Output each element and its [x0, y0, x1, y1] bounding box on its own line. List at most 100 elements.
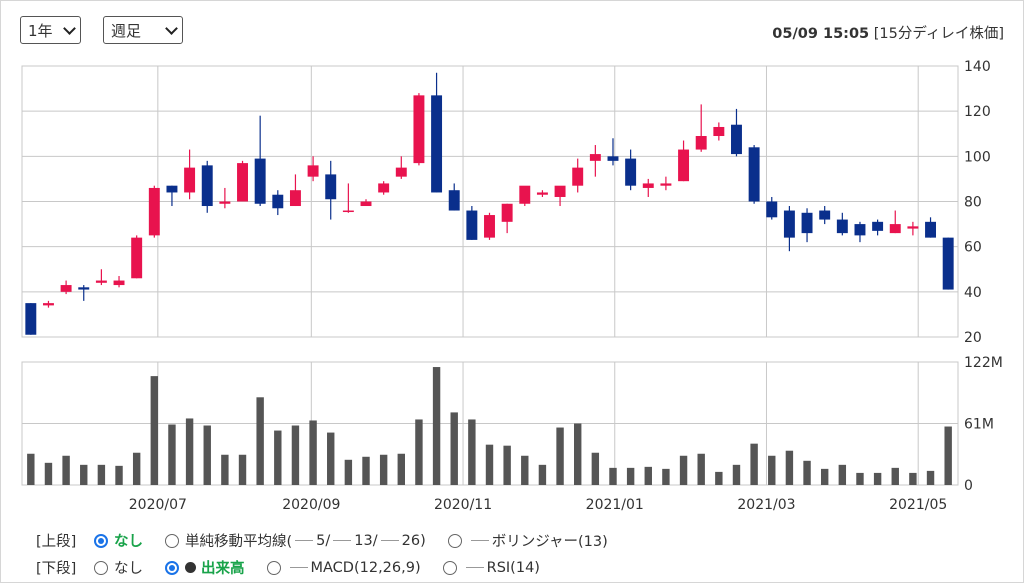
- option-label: MACD(12,26,9): [310, 559, 421, 576]
- candle-body: [60, 285, 72, 292]
- lower-indicator-controls: [下段] なし 出来高 MACD(12,26,9) RSI(14): [36, 557, 562, 578]
- volume-bar: [732, 464, 741, 485]
- volume-bar: [926, 470, 935, 485]
- line-icon: [465, 567, 484, 568]
- volume-bar: [362, 456, 370, 485]
- radio-icon[interactable]: [266, 560, 281, 575]
- volume-bar: [838, 464, 847, 485]
- upper-option-sma[interactable]: 単純移動平均線( 5/ 13/ 26): [165, 530, 426, 551]
- candle-body: [466, 210, 478, 240]
- radio-selected-icon[interactable]: [94, 533, 108, 548]
- option-label: 単純移動平均線(: [185, 534, 293, 550]
- lower-label: [下段]: [36, 561, 77, 577]
- price-tick-label: 60: [964, 240, 982, 256]
- sma-period-3: 26): [401, 532, 426, 549]
- volume-bar: [803, 460, 811, 485]
- volume-bar: [715, 471, 723, 485]
- timestamp-time: 05/09 15:05: [772, 26, 870, 42]
- candle-body: [554, 185, 566, 197]
- line-icon: [380, 540, 399, 541]
- volume-bar: [450, 412, 458, 485]
- period-select[interactable]: 1年: [20, 16, 81, 44]
- volume-bar: [679, 455, 688, 485]
- volume-bar: [221, 454, 229, 485]
- lower-option-volume[interactable]: 出来高: [165, 557, 245, 578]
- radio-icon[interactable]: [94, 560, 108, 575]
- price-tick-label: 100: [964, 149, 991, 165]
- option-label: なし: [114, 534, 143, 550]
- candle-body: [272, 194, 284, 209]
- volume-bar: [80, 464, 88, 485]
- volume-bar: [468, 419, 476, 485]
- volume-bar: [503, 445, 511, 485]
- line-icon: [470, 540, 489, 541]
- volume-bar: [44, 462, 53, 485]
- lower-option-none[interactable]: なし: [94, 557, 143, 578]
- x-tick-label: 2021/03: [737, 497, 795, 513]
- candle-body: [148, 187, 160, 236]
- candle-body: [166, 185, 178, 193]
- radio-icon[interactable]: [165, 533, 179, 548]
- volume-bar: [697, 453, 705, 485]
- candle-body: [431, 95, 443, 193]
- upper-option-bollinger[interactable]: ボリンジャー(13): [447, 530, 608, 551]
- candle-body: [907, 226, 919, 229]
- candle-body: [237, 163, 248, 202]
- interval-select[interactable]: 週足: [103, 16, 183, 44]
- candle-body: [942, 237, 954, 290]
- volume-bar: [62, 455, 70, 485]
- line-icon: [333, 540, 352, 541]
- volume-bar: [327, 432, 335, 485]
- volume-tick-label: 122M: [964, 355, 1003, 371]
- price-tick-label: 80: [964, 195, 982, 211]
- option-label: なし: [114, 561, 143, 577]
- volume-bar: [115, 465, 123, 485]
- volume-bar: [768, 455, 776, 485]
- candle-body: [448, 190, 460, 211]
- line-icon: [289, 567, 308, 568]
- volume-bar: [168, 424, 176, 485]
- lower-option-macd[interactable]: MACD(12,26,9): [266, 559, 421, 576]
- volume-bar: [485, 444, 494, 485]
- volume-tick-label: 0: [964, 478, 973, 494]
- volume-bar: [309, 420, 317, 485]
- period-select-value: 1年: [28, 21, 53, 40]
- volume-bar: [344, 459, 353, 485]
- volume-bar: [185, 418, 194, 485]
- upper-indicator-controls: [上段] なし 単純移動平均線( 5/ 13/ 26) ボリンジャー(13): [36, 530, 630, 551]
- x-tick-label: 2020/09: [282, 497, 340, 513]
- radio-icon[interactable]: [442, 560, 457, 575]
- candle-body: [131, 237, 143, 279]
- volume-bar: [132, 452, 141, 485]
- candle-body: [307, 165, 319, 177]
- candle-body: [642, 183, 654, 188]
- candle-body: [184, 167, 196, 193]
- candle-body: [219, 201, 231, 204]
- volume-bar: [203, 425, 211, 485]
- volume-bar: [873, 472, 882, 485]
- candle-body: [589, 154, 601, 161]
- volume-bar: [944, 426, 952, 485]
- candle-body: [925, 221, 937, 238]
- candle-body: [872, 221, 884, 231]
- volume-bar: [891, 467, 899, 485]
- radio-selected-icon[interactable]: [165, 560, 179, 575]
- volume-bar: [291, 425, 300, 485]
- lower-option-rsi[interactable]: RSI(14): [442, 560, 540, 576]
- radio-icon[interactable]: [447, 533, 462, 548]
- candle-body: [572, 167, 584, 186]
- candle-body: [801, 212, 813, 234]
- upper-option-none[interactable]: なし: [94, 530, 143, 551]
- candle-body: [360, 201, 372, 207]
- volume-bar: [626, 467, 635, 485]
- candle-body: [325, 174, 337, 200]
- candle-body: [78, 287, 90, 290]
- volume-bar: [556, 427, 564, 485]
- x-tick-label: 2020/11: [434, 497, 492, 513]
- candle-body: [766, 201, 778, 218]
- volume-bar: [432, 367, 441, 485]
- candle-body: [378, 183, 390, 193]
- volume-bar: [750, 443, 758, 485]
- candle-body: [854, 224, 866, 236]
- volume-bar: [591, 452, 600, 485]
